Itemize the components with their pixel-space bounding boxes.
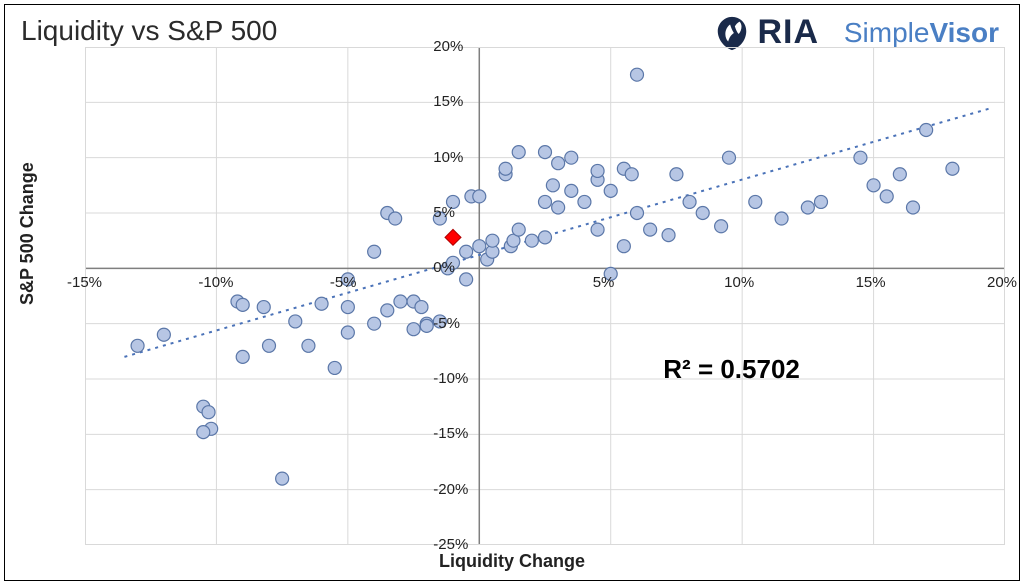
y-tick-label: 0%: [433, 259, 455, 276]
chart-title: Liquidity vs S&P 500: [21, 15, 277, 47]
y-tick-label: -15%: [433, 425, 468, 442]
simplevisor-logo: SimpleVisor: [844, 17, 999, 49]
simplevisor-a: Simple: [844, 17, 930, 48]
y-tick-label: 15%: [433, 93, 463, 110]
scatter-plot: [85, 47, 1005, 545]
simplevisor-b: Visor: [929, 17, 999, 48]
x-tick-label: 15%: [856, 274, 886, 291]
x-tick-label: 20%: [987, 274, 1017, 291]
y-tick-label: 10%: [433, 149, 463, 166]
y-tick-label: -10%: [433, 370, 468, 387]
y-axis-label: S&P 500 Change: [17, 162, 38, 305]
x-tick-label: -5%: [330, 274, 357, 291]
y-tick-label: -25%: [433, 536, 468, 553]
eagle-icon: [713, 14, 751, 52]
x-axis-label: Liquidity Change: [439, 551, 585, 572]
x-tick-label: -15%: [67, 274, 102, 291]
r-squared-annotation: R² = 0.5702: [663, 354, 800, 385]
y-tick-label: -5%: [433, 315, 460, 332]
chart-frame: Liquidity vs S&P 500 RIA SimpleVisor S&P…: [4, 4, 1020, 581]
x-tick-label: -10%: [198, 274, 233, 291]
y-tick-label: 20%: [433, 38, 463, 55]
y-tick-label: -20%: [433, 481, 468, 498]
x-tick-label: 5%: [593, 274, 615, 291]
y-tick-label: 5%: [433, 204, 455, 221]
x-tick-label: 10%: [724, 274, 754, 291]
